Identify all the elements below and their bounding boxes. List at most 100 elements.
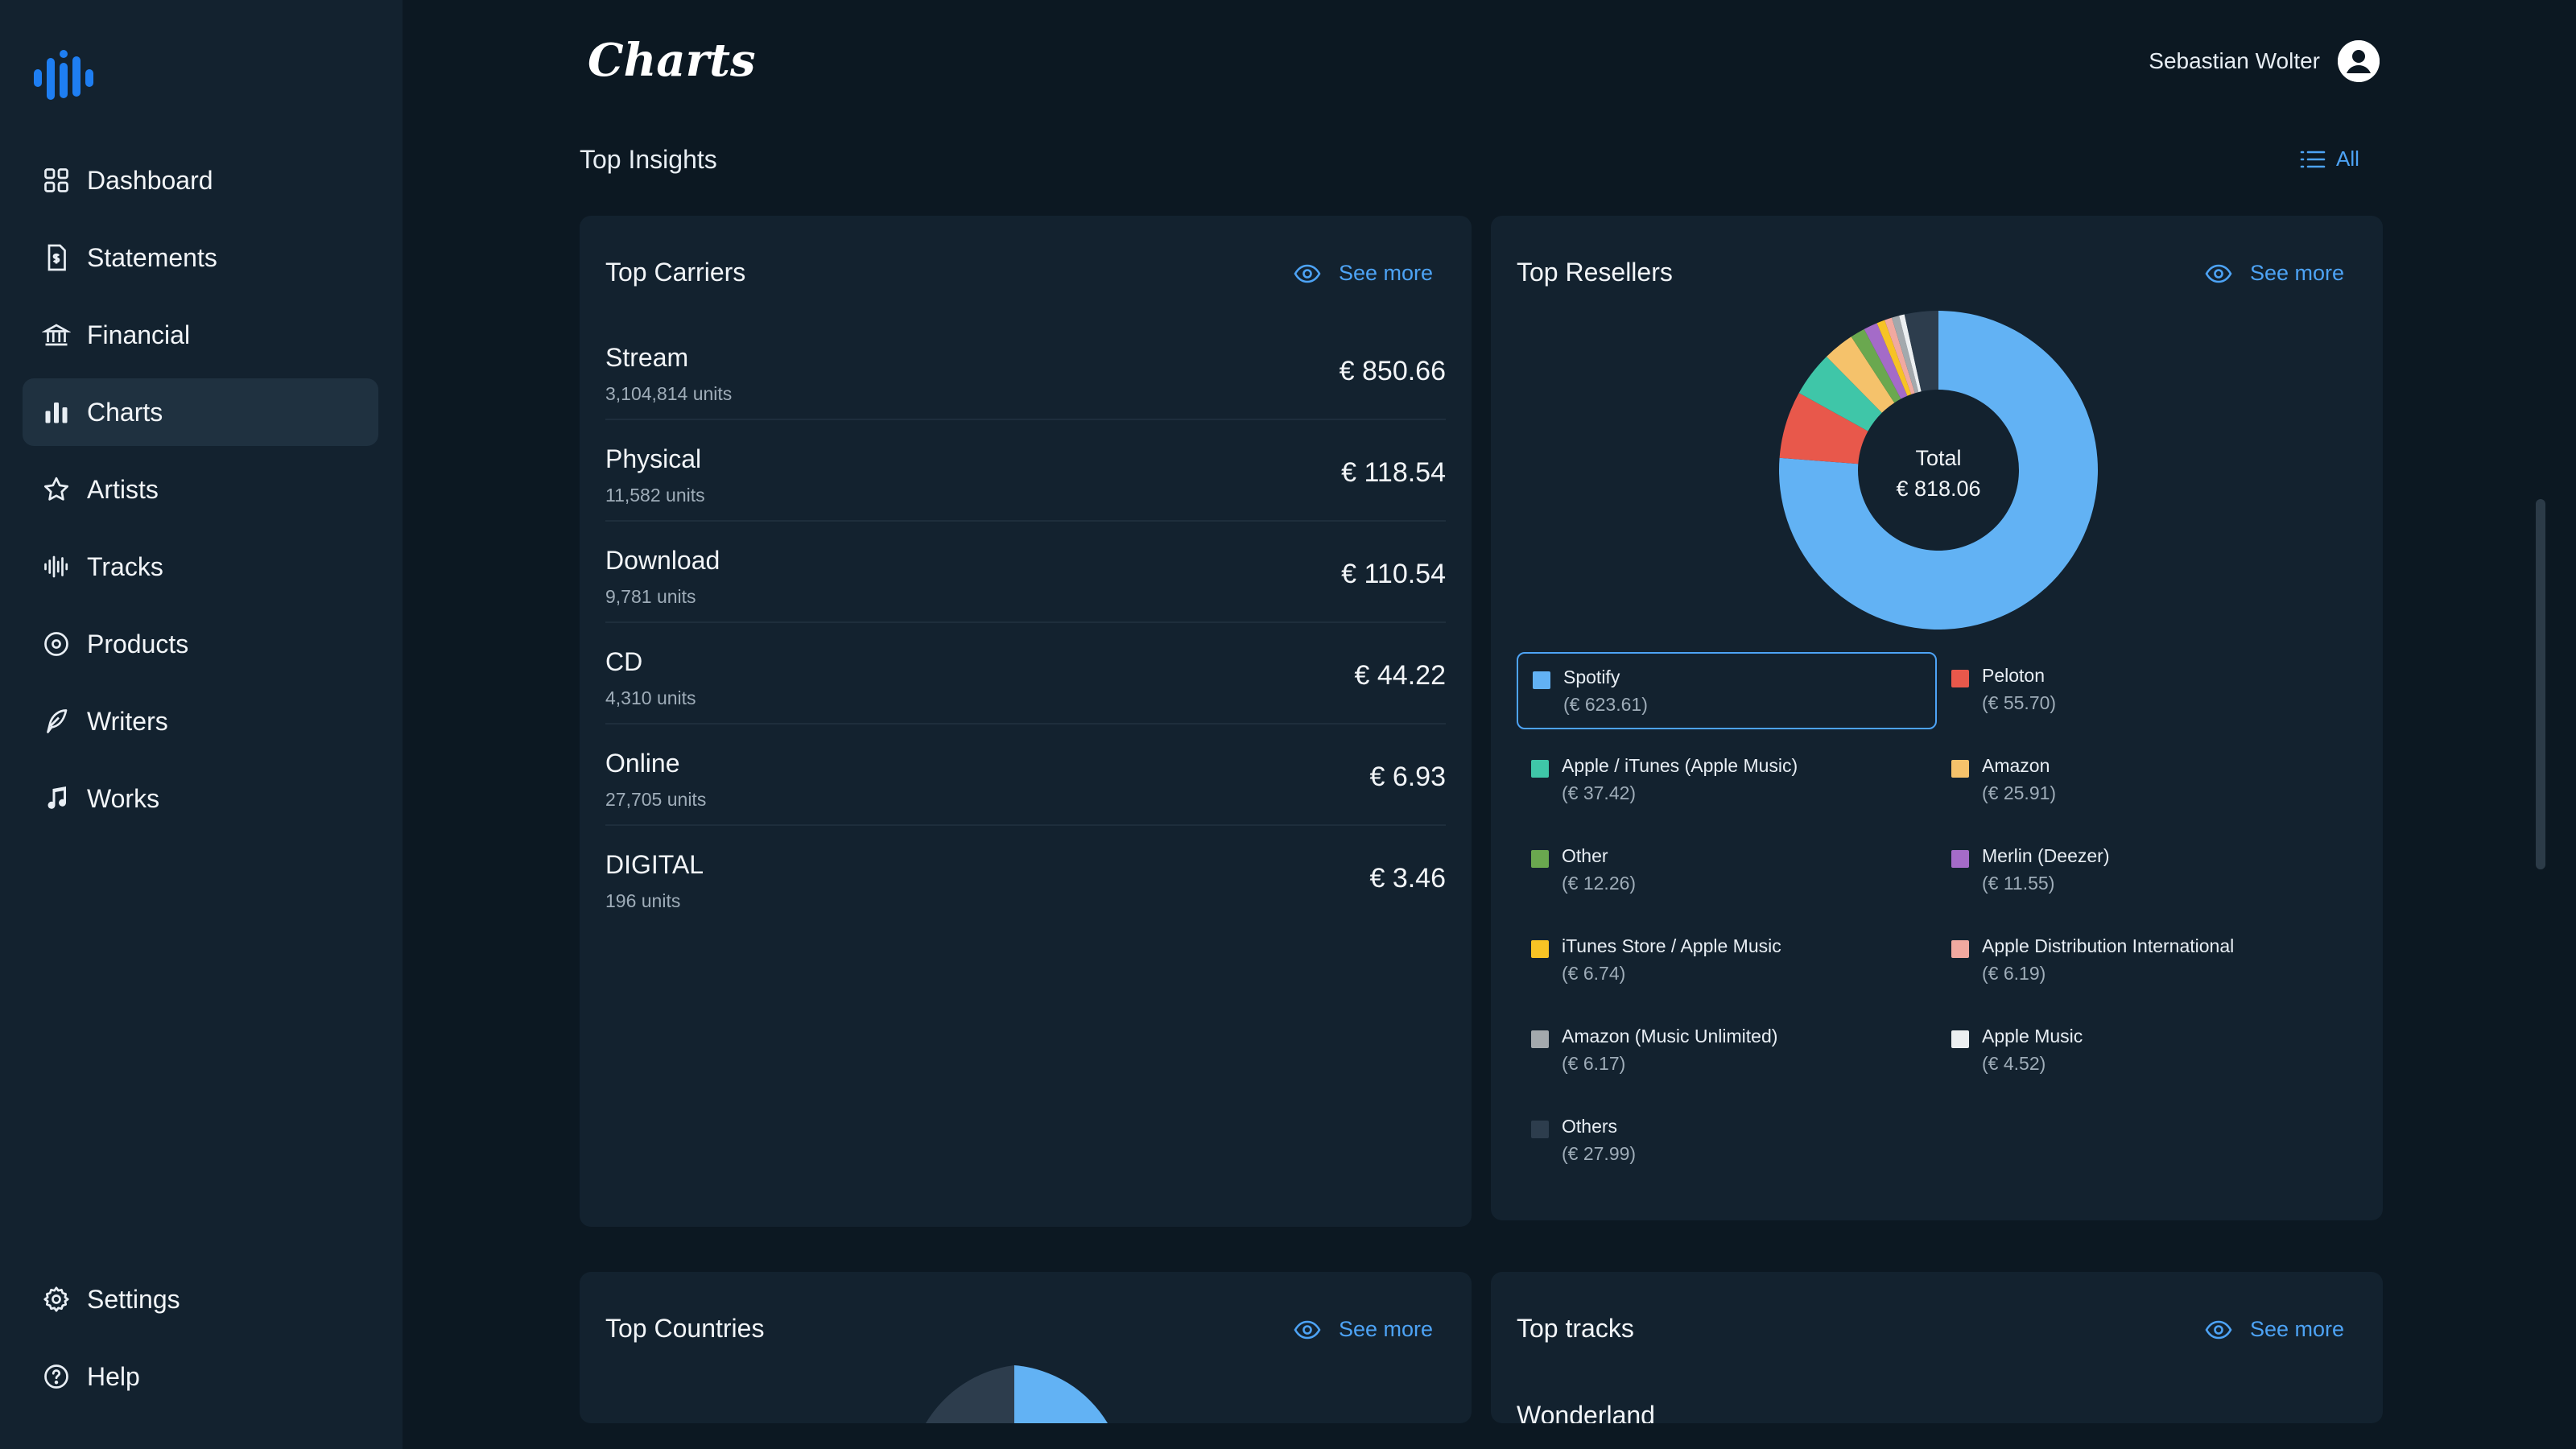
carrier-name: Online: [605, 749, 680, 778]
legend-value: (€ 27.99): [1562, 1143, 1637, 1164]
legend-value: (€ 6.17): [1562, 1053, 1626, 1074]
help-circle-icon: [42, 1362, 71, 1391]
sidebar-item-artists[interactable]: Artists: [23, 456, 378, 523]
sidebar-item-charts[interactable]: Charts: [23, 378, 378, 446]
sidebar-item-dashboard[interactable]: Dashboard: [23, 147, 378, 214]
sidebar-item-label: Dashboard: [87, 165, 213, 195]
donut-slice-spotify[interactable]: [1779, 311, 2098, 630]
sidebar-item-statements[interactable]: Statements: [23, 224, 378, 291]
page-title: Charts: [588, 34, 756, 87]
donut-slice-apple-itunes-apple-music[interactable]: [1798, 356, 1882, 431]
legend-item[interactable]: Peloton (€ 55.70): [1937, 652, 2357, 729]
legend-value: (€ 12.26): [1562, 873, 1637, 894]
sidebar-item-help[interactable]: Help: [23, 1343, 378, 1410]
carrier-units: 3,104,814 units: [605, 383, 733, 404]
sidebar-item-label: Help: [87, 1361, 140, 1391]
all-insights-link[interactable]: All: [2299, 147, 2359, 171]
legend-label: Merlin (Deezer): [1982, 845, 2110, 866]
carrier-row-digital[interactable]: DIGITAL 196 units € 3.46: [605, 826, 1446, 927]
legend-value: (€ 4.52): [1982, 1053, 2046, 1074]
track-row-title[interactable]: Wonderland: [1517, 1401, 1655, 1423]
legend-value: (€ 25.91): [1982, 782, 2057, 803]
sidebar-item-settings[interactable]: Settings: [23, 1265, 378, 1333]
legend-value: (€ 623.61): [1563, 694, 1648, 715]
legend-swatch: [1951, 940, 1969, 958]
user-avatar-icon[interactable]: [2338, 40, 2380, 82]
carrier-units: 11,582 units: [605, 485, 705, 506]
legend-swatch: [1531, 1121, 1549, 1138]
sidebar-item-tracks[interactable]: Tracks: [23, 533, 378, 601]
sidebar-item-label: Writers: [87, 706, 168, 736]
legend-item[interactable]: Others (€ 27.99): [1517, 1103, 1937, 1180]
legend-item[interactable]: Merlin (Deezer) (€ 11.55): [1937, 832, 2357, 910]
legend-item[interactable]: Apple Music (€ 4.52): [1937, 1013, 2357, 1090]
list-icon: [2300, 151, 2326, 167]
carrier-name: Download: [605, 546, 720, 575]
see-more-carriers-button[interactable]: See more: [1294, 261, 1433, 286]
legend-swatch: [1531, 940, 1549, 958]
carrier-amount: € 850.66: [1339, 356, 1446, 386]
legend-value: (€ 37.42): [1562, 782, 1637, 803]
legend-item[interactable]: Spotify (€ 623.61): [1517, 652, 1937, 729]
top-carriers-card: Top Carriers See more: [580, 216, 1472, 1227]
see-more-resellers-button[interactable]: See more: [2205, 261, 2344, 286]
music-note-icon: [42, 784, 71, 813]
sidebar-item-products[interactable]: Products: [23, 610, 378, 678]
bar-chart-icon: [42, 398, 71, 427]
eye-icon: [2205, 264, 2232, 283]
legend-value: (€ 11.55): [1982, 873, 2055, 894]
top-countries-card: Top Countries See more: [580, 1272, 1472, 1423]
legend-value: (€ 55.70): [1982, 692, 2057, 713]
carrier-row-cd[interactable]: CD 4,310 units € 44.22: [605, 623, 1446, 724]
sidebar-item-works[interactable]: Works: [23, 765, 378, 832]
donut-slice-apple-music[interactable]: [1899, 314, 1922, 393]
carrier-row-physical[interactable]: Physical 11,582 units € 118.54: [605, 420, 1446, 522]
sidebar-item-writers[interactable]: Writers: [23, 687, 378, 755]
card-title: Top Resellers: [1517, 258, 1673, 287]
see-more-countries-button[interactable]: See more: [1294, 1317, 1433, 1342]
top-resellers-card: Top Resellers See more Total € 818.06 Sp…: [1491, 216, 2383, 1220]
carrier-row-download[interactable]: Download 9,781 units € 110.54: [605, 522, 1446, 623]
user-menu[interactable]: Sebastian Wolter: [2149, 40, 2380, 82]
donut-slice-peloton[interactable]: [1779, 393, 1868, 464]
legend-label: Apple Distribution International: [1982, 935, 2235, 956]
legend-item[interactable]: Apple / iTunes (Apple Music) (€ 37.42): [1517, 742, 1937, 819]
donut-slice-amazon[interactable]: [1826, 336, 1895, 413]
donut-slice-apple-distribution-international[interactable]: [1885, 317, 1915, 394]
resellers-donut-chart[interactable]: Total € 818.06: [1777, 309, 2099, 631]
dashboard-grid-icon: [42, 166, 71, 195]
sidebar-nav: Dashboard Statements Financial Charts Ar…: [23, 147, 378, 842]
sidebar-item-label: Financial: [87, 320, 191, 349]
legend-item[interactable]: Amazon (€ 25.91): [1937, 742, 2357, 819]
legend-label: Peloton: [1982, 665, 2046, 686]
carrier-row-stream[interactable]: Stream 3,104,814 units € 850.66: [605, 319, 1446, 420]
see-more-tracks-button[interactable]: See more: [2205, 1317, 2344, 1342]
carrier-row-online[interactable]: Online 27,705 units € 6.93: [605, 724, 1446, 826]
donut-slice-itunes-store-apple-music[interactable]: [1876, 320, 1912, 396]
sidebar-item-label: Settings: [87, 1284, 180, 1314]
donut-slice-amazon-music-unlimited[interactable]: [1892, 316, 1919, 394]
carrier-units: 9,781 units: [605, 586, 696, 607]
legend-label: Others: [1562, 1116, 1618, 1137]
donut-slice-other[interactable]: [1851, 328, 1901, 403]
legend-label: Other: [1562, 845, 1608, 866]
all-label: All: [2336, 147, 2359, 171]
sidebar-item-financial[interactable]: Financial: [23, 301, 378, 369]
legend-swatch: [1531, 1030, 1549, 1048]
carrier-amount: € 3.46: [1369, 863, 1446, 894]
carrier-units: 196 units: [605, 890, 681, 911]
sidebar-item-label: Works: [87, 783, 160, 813]
page-scrollbar[interactable]: [2536, 499, 2545, 869]
app-logo-icon[interactable]: [34, 50, 95, 101]
legend-item[interactable]: Amazon (Music Unlimited) (€ 6.17): [1517, 1013, 1937, 1090]
legend-swatch: [1951, 760, 1969, 778]
sidebar-bottom-nav: Settings Help: [23, 1265, 378, 1420]
legend-item[interactable]: iTunes Store / Apple Music (€ 6.74): [1517, 923, 1937, 1000]
legend-item[interactable]: Other (€ 12.26): [1517, 832, 1937, 910]
legend-swatch: [1951, 1030, 1969, 1048]
see-more-label: See more: [1338, 261, 1433, 285]
legend-item[interactable]: Apple Distribution International (€ 6.19): [1937, 923, 2357, 1000]
donut-slice-others[interactable]: [1904, 311, 1938, 392]
donut-total-value: € 818.06: [1896, 477, 1980, 501]
donut-slice-merlin-deezer[interactable]: [1864, 323, 1908, 399]
